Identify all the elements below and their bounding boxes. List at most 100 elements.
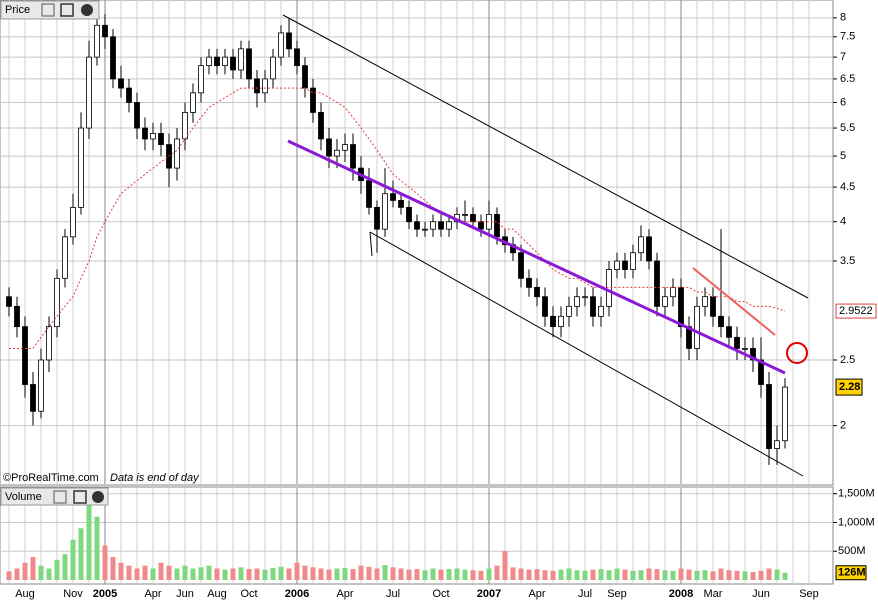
volume-bar (414, 569, 420, 580)
resistance-line (692, 267, 776, 336)
volume-bar (486, 568, 492, 580)
y-tick-label: 7.5 (840, 31, 855, 43)
panel-title: Volume (5, 491, 42, 503)
maximize-icon[interactable] (73, 490, 87, 504)
volume-bar (542, 570, 548, 580)
y-tick-label: 1,500M (838, 488, 875, 500)
x-tick-label: Jul (578, 588, 592, 600)
candle-body (726, 326, 732, 338)
maximize-icon[interactable] (60, 3, 74, 17)
candle-body (590, 296, 596, 317)
candle-body (142, 127, 148, 140)
last-price-box (835, 378, 863, 396)
candle-body (478, 221, 484, 230)
close-icon[interactable] (81, 4, 93, 16)
volume-bar (742, 571, 748, 580)
volume-bar (62, 554, 68, 580)
volume-bar (510, 567, 516, 580)
volume-bar (46, 568, 52, 580)
volume-bar (78, 528, 84, 580)
candle-body (102, 24, 108, 38)
volume-bar (350, 569, 356, 580)
volume-bar (550, 570, 556, 580)
candle-body (326, 138, 332, 157)
channel-line (282, 14, 809, 299)
candle-body (694, 305, 700, 349)
volume-bar (750, 571, 756, 580)
volume-bar (686, 569, 692, 580)
candle-body (126, 87, 132, 103)
drawings (282, 14, 809, 477)
close-icon[interactable] (92, 491, 104, 503)
volume-bar (270, 567, 276, 580)
candle-body (662, 296, 668, 307)
candle-body (470, 214, 476, 223)
y-tick-label: 5 (840, 150, 846, 162)
y-tick-label: 6 (840, 96, 846, 108)
volume-bar (758, 570, 764, 580)
volume-bar (254, 568, 260, 580)
candle-body (630, 252, 636, 270)
x-tick-label: Sep (607, 588, 627, 600)
candle-body (582, 296, 588, 299)
volume-bar (654, 569, 660, 580)
x-tick-label: Jul (386, 588, 400, 600)
volume-bar (470, 570, 476, 580)
volume-bar (294, 562, 300, 580)
candle-body (6, 296, 12, 307)
volume-bar (382, 565, 388, 580)
volume-bar (174, 568, 180, 580)
candle-body (430, 221, 436, 230)
volume-bar (38, 565, 44, 580)
candle-body (622, 260, 628, 270)
volume-bar (622, 569, 628, 580)
candle-body (94, 24, 100, 58)
candle-body (438, 221, 444, 230)
volume-bar (502, 551, 508, 580)
volume-bar (126, 565, 132, 580)
candle-body (638, 236, 644, 254)
channel-line (369, 231, 373, 257)
candle-body (190, 92, 196, 113)
marks (6, 7, 788, 580)
volume-bar (614, 568, 620, 580)
volume-bar (406, 569, 412, 580)
channel-line (369, 231, 804, 477)
candle-body (174, 138, 180, 169)
candle-body (286, 32, 292, 50)
volume-bar (446, 569, 452, 580)
volume-bar (702, 570, 708, 580)
candle-body (334, 149, 340, 157)
volume-bar (574, 570, 580, 580)
volume-bar (238, 567, 244, 580)
volume-bar (86, 493, 92, 580)
volume-bar (374, 568, 380, 580)
volume-bar (214, 568, 220, 580)
settings-icon[interactable] (53, 490, 67, 504)
ma-value-label: 2.9522 (839, 305, 873, 317)
x-tick-label: Nov (63, 588, 83, 600)
volume-bar (190, 568, 196, 580)
x-tick-label: 2008 (669, 588, 693, 600)
candle-body (366, 180, 372, 208)
y-tick-label: 8 (840, 12, 846, 24)
volume-bar (262, 569, 268, 580)
candle-body (654, 260, 660, 307)
volume-bar (366, 566, 372, 580)
x-tick-label: Aug (15, 588, 35, 600)
candle-body (38, 359, 44, 412)
volume-bar (302, 565, 308, 580)
settings-icon[interactable] (41, 3, 55, 17)
volume-bar (142, 565, 148, 580)
x-tick-label: Apr (144, 588, 161, 600)
x-tick-label: Oct (240, 588, 257, 600)
candle-body (374, 206, 380, 230)
note: Data is end of day (110, 472, 200, 484)
volume-bar (478, 570, 484, 580)
volume-bar (334, 568, 340, 580)
volume-bar (646, 568, 652, 580)
candle-body (558, 315, 564, 328)
candle-body (262, 78, 268, 94)
volume-bar (230, 568, 236, 580)
x-tick-label: Mar (704, 588, 723, 600)
